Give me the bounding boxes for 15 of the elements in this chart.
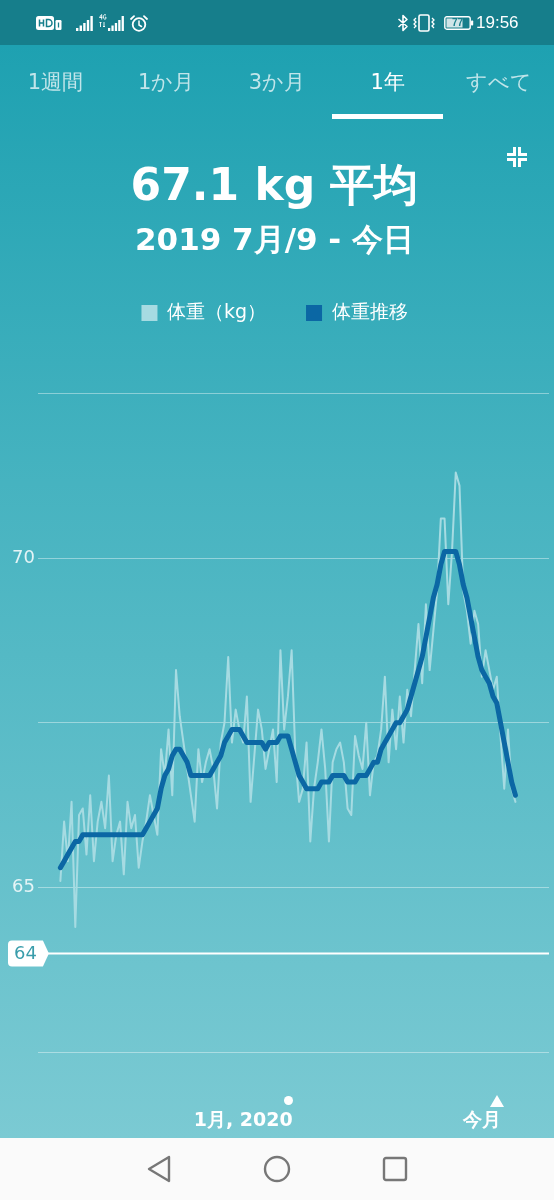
text: すべて: [464, 69, 533, 96]
x-tick-label: 今月: [461, 1107, 501, 1130]
text: 1週間: [26, 69, 85, 96]
legend-label: 体重推移: [331, 299, 408, 322]
text: 3か月: [247, 69, 307, 96]
legend-label: 体重（kg）: [166, 299, 267, 322]
text: 1か月: [137, 69, 196, 96]
text: 1年: [369, 69, 406, 96]
chart-subtitle: 2019 7月/9 - 今日: [135, 221, 414, 258]
y-tick-label: 65: [12, 875, 35, 897]
ref-line-label: 64: [14, 942, 37, 964]
text: 19:56: [476, 13, 519, 33]
y-tick-label: 70: [12, 545, 35, 567]
x-tick-label: 1月, 2020: [193, 1107, 293, 1130]
chart-title: 67.1 kg 平均: [130, 158, 419, 210]
